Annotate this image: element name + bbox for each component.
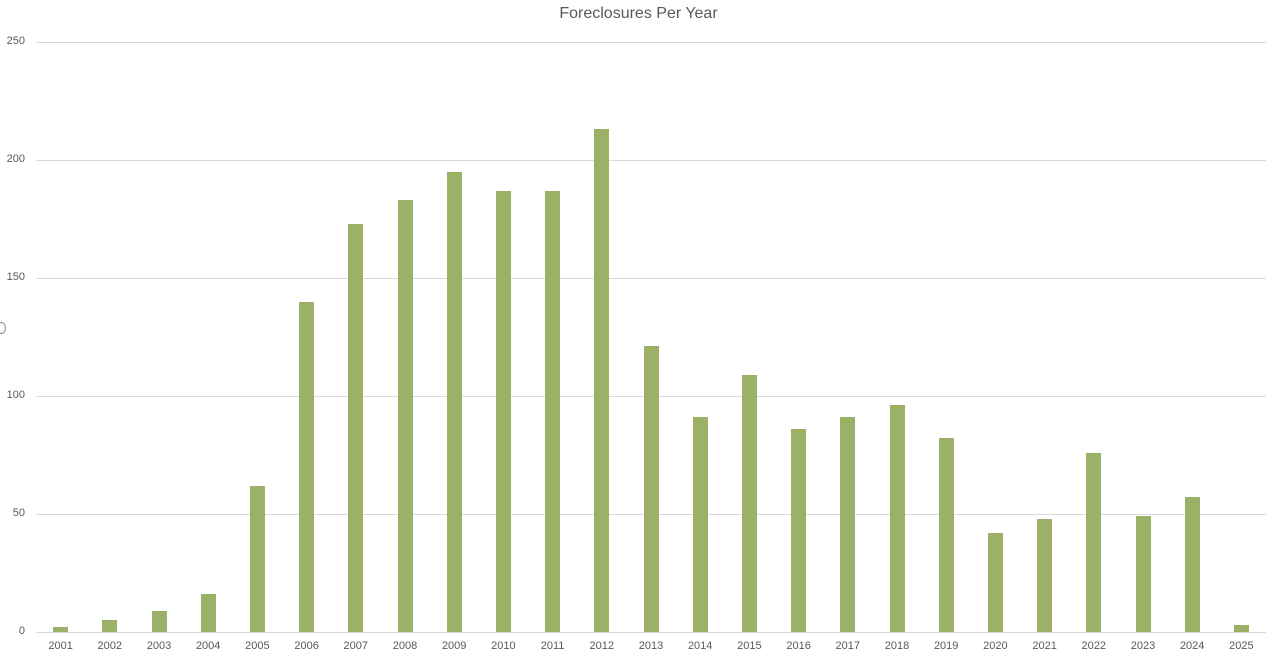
bar-2002 — [102, 620, 118, 632]
x-tick-label: 2024 — [1179, 640, 1205, 652]
x-tick-label: 2004 — [195, 640, 221, 652]
x-tick-label: 2016 — [786, 640, 811, 652]
y-tick-label: 250 — [6, 35, 25, 47]
chart-title: Foreclosures Per Year — [559, 5, 718, 22]
x-tick-label: 2006 — [294, 640, 319, 652]
gridline — [36, 42, 1266, 43]
y-tick-label: 100 — [6, 389, 25, 401]
gridline — [36, 632, 1266, 633]
x-tick-label: 2003 — [146, 640, 172, 652]
bar-2016 — [791, 429, 807, 632]
x-tick-label: 2002 — [97, 640, 123, 652]
x-tick-label: 2025 — [1229, 640, 1254, 652]
bar-2007 — [348, 223, 364, 632]
bar-2008 — [397, 200, 413, 632]
bar-2020 — [987, 532, 1003, 632]
bar-2001 — [53, 627, 69, 632]
x-tick-label: 2015 — [737, 640, 762, 652]
x-tick-label: 2013 — [638, 640, 664, 652]
x-tick-label: 2018 — [884, 640, 910, 652]
bar-2024 — [1184, 497, 1200, 632]
bar-2010 — [495, 190, 511, 632]
x-tick-label: 2021 — [1032, 640, 1057, 652]
bar-2003 — [151, 610, 167, 632]
bar-2022 — [1086, 452, 1102, 632]
x-tick-label: 2023 — [1130, 640, 1156, 652]
bar-2025 — [1233, 624, 1249, 632]
y-tick-label: 200 — [6, 153, 25, 165]
x-tick-label: 2011 — [540, 640, 565, 652]
x-tick-label: 2022 — [1081, 640, 1107, 652]
y-tick-label: 0 — [18, 625, 25, 637]
bar-2017 — [840, 417, 856, 632]
bar-2004 — [200, 594, 216, 632]
x-tick-label: 2001 — [48, 640, 73, 652]
bar-2005 — [249, 485, 265, 632]
bar-2013 — [643, 346, 659, 632]
y-tick-label: 150 — [6, 271, 25, 283]
x-tick-label: 2020 — [983, 640, 1008, 652]
bar-2012 — [594, 129, 610, 632]
x-tick-label: 2008 — [392, 640, 418, 652]
x-tick-label: 2009 — [441, 640, 467, 652]
x-tick-label: 2007 — [343, 640, 369, 652]
bar-2023 — [1135, 516, 1151, 632]
bar-2009 — [446, 171, 462, 632]
gridline — [36, 160, 1266, 161]
x-tick-label: 2010 — [491, 640, 516, 652]
bar-2019 — [938, 438, 954, 632]
y-tick-label: 50 — [12, 507, 25, 519]
x-tick-label: 2017 — [835, 640, 861, 652]
plot-area — [36, 42, 1266, 633]
bar-2015 — [741, 374, 757, 632]
bar-2011 — [545, 190, 561, 632]
axis-title-fragment — [0, 322, 6, 334]
bar-2006 — [299, 301, 315, 632]
x-tick-label: 2019 — [933, 640, 959, 652]
bar-2021 — [1037, 518, 1053, 632]
x-tick-label: 2005 — [245, 640, 270, 652]
gridline — [36, 278, 1266, 279]
x-tick-label: 2014 — [687, 640, 713, 652]
bar-2014 — [692, 417, 708, 632]
bar-2018 — [889, 405, 905, 632]
x-tick-label: 2012 — [589, 640, 615, 652]
